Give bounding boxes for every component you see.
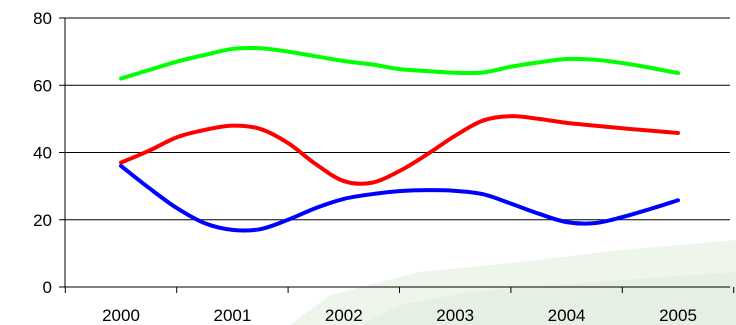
x-axis-tick-labels: 2000 2001 2002 2003 2004 2005 xyxy=(102,306,697,325)
y-tick-label: 0 xyxy=(43,278,52,297)
chart-axes xyxy=(64,18,735,293)
x-tick-label: 2000 xyxy=(102,306,140,325)
x-tick-label: 2005 xyxy=(659,306,697,325)
x-tick-label: 2002 xyxy=(325,306,363,325)
series-line-blue xyxy=(119,163,680,233)
y-tick-label: 80 xyxy=(33,9,52,28)
background-watermark xyxy=(290,240,736,325)
x-tick-label: 2001 xyxy=(213,306,251,325)
series-layer xyxy=(119,45,680,233)
y-tick-label: 60 xyxy=(33,76,52,95)
horizontal-gridlines xyxy=(59,17,730,288)
y-tick-label: 20 xyxy=(33,211,52,230)
x-tick-label: 2004 xyxy=(548,306,586,325)
y-tick-label: 40 xyxy=(33,144,52,163)
y-axis-tick-labels: 0 20 40 60 80 xyxy=(33,9,52,297)
x-tick-label: 2003 xyxy=(436,306,474,325)
series-line-red xyxy=(119,114,680,186)
series-line-green xyxy=(119,45,680,81)
